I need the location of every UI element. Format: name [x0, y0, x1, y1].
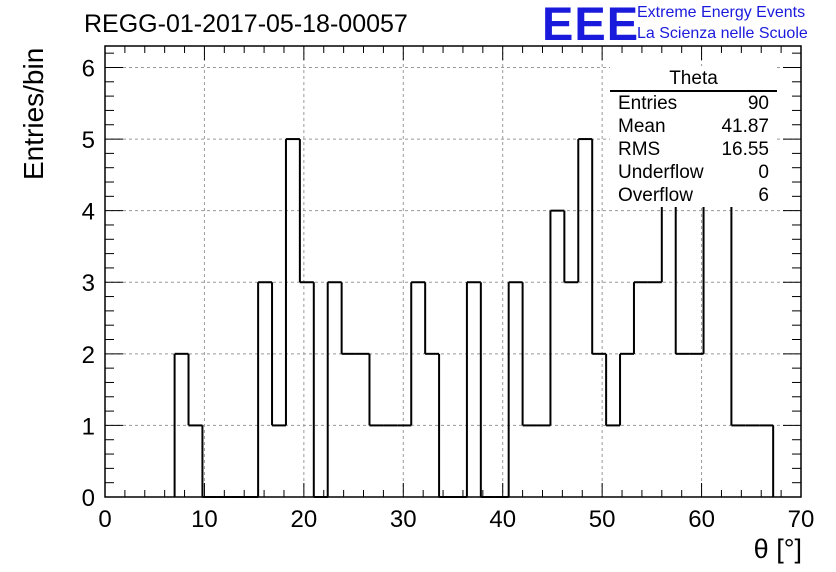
- x-tick-label: 10: [191, 506, 218, 533]
- stats-value: 90: [747, 93, 769, 114]
- x-tick-label: 40: [489, 506, 516, 533]
- y-axis-label: Entries/bin: [18, 47, 49, 180]
- stats-title: Theta: [610, 66, 777, 92]
- axis-ticks: [104, 46, 802, 498]
- x-tick-label: 60: [688, 506, 715, 533]
- eee-logo: EEE: [542, 0, 640, 50]
- stats-row: Underflow 0: [610, 161, 777, 184]
- stats-label: Underflow: [618, 162, 704, 183]
- y-tick-label: 2: [82, 342, 95, 369]
- stats-label: Overflow: [618, 185, 693, 206]
- plot-frame-rect: [104, 45, 802, 498]
- stats-row: Mean 41.87: [610, 115, 777, 138]
- y-tick-label: 6: [82, 55, 95, 82]
- grid-lines: [105, 46, 801, 497]
- stats-row: RMS 16.55: [610, 138, 777, 161]
- logo-line-2: La Scienza nelle Scuole: [637, 25, 808, 42]
- plot-frame: [104, 45, 802, 498]
- stats-row: Entries 90: [610, 92, 777, 115]
- y-tick-label: 5: [82, 127, 95, 154]
- stats-row: Overflow 6: [610, 184, 777, 207]
- stats-value: 0: [758, 162, 769, 183]
- y-tick-label: 1: [82, 413, 95, 440]
- x-tick-label: 30: [390, 506, 417, 533]
- stats-label: RMS: [618, 139, 661, 160]
- stats-label: Entries: [618, 93, 678, 114]
- x-tick-label: 0: [98, 506, 111, 533]
- stats-box: Theta Entries 90 Mean 41.87 RMS 16.55 Un…: [610, 66, 777, 207]
- y-tick-label: 0: [82, 485, 95, 512]
- stats-value: 6: [758, 185, 769, 206]
- x-tick-label: 50: [589, 506, 616, 533]
- x-axis-label: θ [°]: [753, 534, 802, 564]
- chart-title: REGG-01-2017-05-18-00057: [84, 10, 408, 38]
- stats-label: Mean: [618, 116, 666, 137]
- stats-value: 41.87: [721, 116, 769, 137]
- y-tick-label: 4: [82, 199, 95, 226]
- y-tick-label: 3: [82, 270, 95, 297]
- stats-value: 16.55: [721, 139, 769, 160]
- x-tick-label: 70: [788, 506, 815, 533]
- logo-line-1: Extreme Energy Events: [637, 4, 806, 21]
- x-tick-label: 20: [291, 506, 318, 533]
